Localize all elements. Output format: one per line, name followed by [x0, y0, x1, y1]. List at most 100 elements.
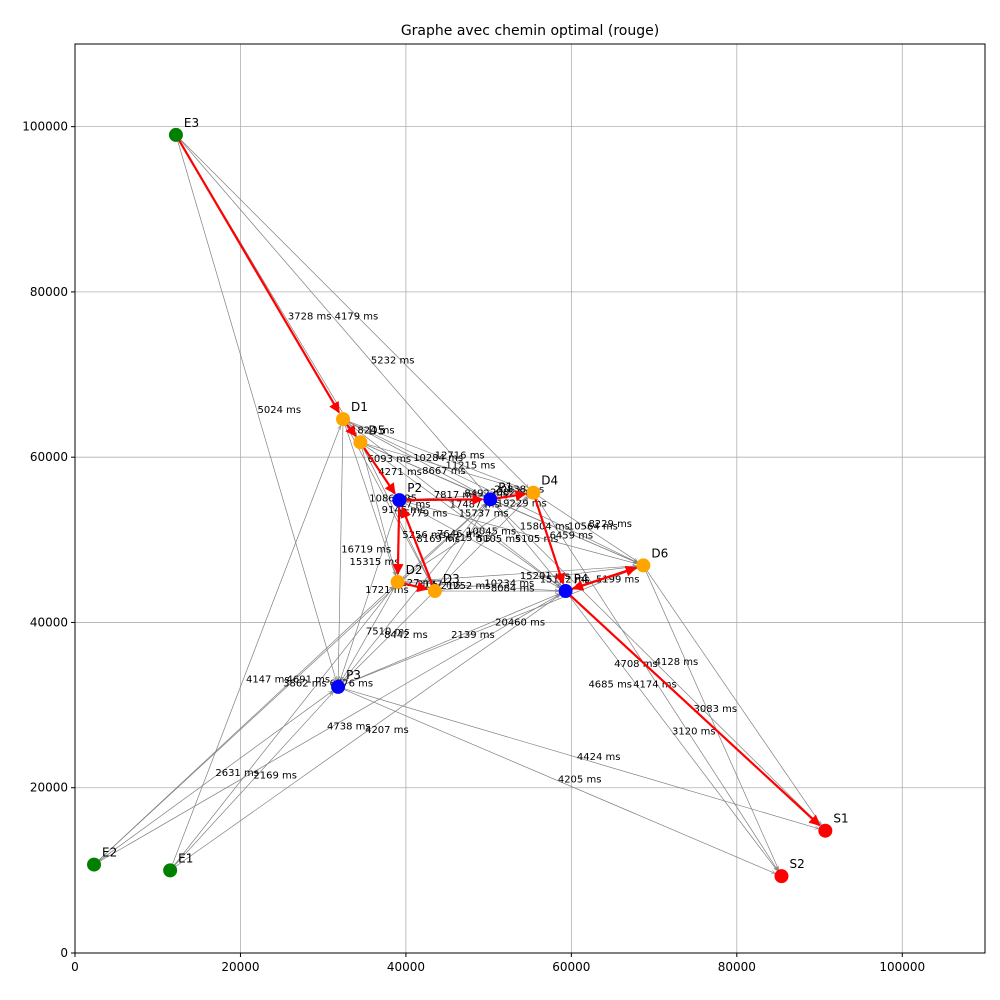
edge-weight-label: 10564 ms	[568, 522, 618, 533]
edge-weight-label: 8667 ms	[422, 466, 466, 477]
edge-weight-label: 21252 ms	[440, 581, 490, 592]
edge-weight-label: 2169 ms	[253, 770, 297, 781]
edge-D1-D6	[342, 418, 637, 563]
edge-D2-D4	[397, 497, 528, 583]
y-tick-label: 60000	[30, 450, 68, 464]
edge-E3-P3	[175, 134, 336, 680]
edge-weight-label: 15201 ms	[520, 571, 570, 582]
plot-frame	[74, 43, 986, 954]
optimal-path-segment	[399, 493, 484, 505]
optimal-path-segment	[174, 134, 340, 414]
node-D5	[353, 435, 368, 450]
y-tick-label: 20000	[30, 781, 68, 795]
node-D3	[427, 584, 442, 599]
edge-weight-label: 4174 ms	[633, 679, 677, 690]
node-label: D3	[443, 572, 460, 586]
edge-E1-D2	[169, 587, 393, 871]
optimal-path-segment	[392, 500, 404, 576]
edge-weight-label: 3862 ms	[283, 679, 327, 690]
edge-weight-label: 6715 ms	[447, 533, 491, 544]
node-label: D6	[651, 546, 668, 560]
edge-weight-label: 15315 ms	[349, 557, 399, 568]
node-D4	[526, 485, 541, 500]
edge-P3-D6	[337, 568, 637, 688]
node-P1	[483, 492, 498, 507]
edge-D5-D4	[360, 441, 526, 490]
node-label: P1	[498, 480, 513, 494]
edge-label-layer: 3728 ms 4179 ms 5232 ms 5024 ms 1824 ms 6093…	[215, 312, 737, 786]
edge-weight-label: 8229 ms	[588, 519, 632, 530]
y-tick-label: 0	[60, 946, 68, 960]
edge-E2-P3	[93, 691, 332, 865]
edge-D2-P1	[397, 504, 485, 583]
node-label: E3	[184, 116, 199, 130]
edge-weight-label: 10234 ms	[484, 579, 534, 590]
edge-P2-P3	[340, 500, 400, 680]
edge-weight-label: 10284 ms	[413, 453, 463, 464]
edge-weight-label: 10045 ms	[466, 527, 516, 538]
edge-weight-label: 4685 ms	[588, 679, 632, 690]
x-tick-label: 60000	[552, 960, 590, 974]
x-tick-label: 80000	[718, 960, 756, 974]
edge-weight-label: 5105 ms	[515, 534, 559, 545]
edge-weight-label: 7510 ms	[366, 627, 410, 638]
optimal-path-segment	[532, 492, 566, 585]
y-tick-label: 40000	[30, 615, 68, 629]
edge-weight-label: 5199 ms	[596, 574, 640, 585]
edge-weight-label: 5105 ms	[477, 534, 521, 545]
edge-weight-label: 5024 ms	[258, 405, 302, 416]
edge-E2-P1	[93, 504, 485, 865]
edge-D3-P1	[434, 505, 487, 592]
edge-weight-label: 7646 ms	[437, 529, 481, 540]
node-label: P2	[407, 481, 422, 495]
node-label: P4	[574, 572, 589, 586]
edge-weight-label: 8084 ms	[491, 584, 535, 595]
edge-weight-label: 15737 ms	[459, 508, 509, 519]
edge-weight-label: 3728 ms 4179 ms	[288, 312, 378, 323]
edge-weight-label: 4128 ms	[655, 657, 699, 668]
edge-P1-D6	[490, 499, 637, 563]
edge-D2-D6	[397, 566, 637, 583]
edge-E3-P1	[175, 134, 486, 494]
edge-weight-label: 12716 ms	[435, 451, 485, 462]
node-S1	[818, 823, 833, 838]
edge-D5-P4	[360, 442, 559, 587]
edge-weight-label: 3120 ms	[672, 727, 716, 738]
edge-D1-D2	[342, 419, 395, 575]
edge-weight-label: 20838 ms	[494, 484, 544, 495]
node-D2	[390, 574, 405, 589]
x-tick-label: 20000	[221, 960, 259, 974]
optimal-path-segment	[572, 564, 644, 591]
edge-P3-S2	[337, 686, 775, 874]
edge-weight-label: 20460 ms	[495, 617, 545, 628]
edge-weight-label: 4147 ms	[246, 674, 290, 685]
edge-weight-label: 2139 ms	[451, 630, 495, 641]
edge-weight-label: 8169 ms	[416, 534, 460, 545]
node-E1	[163, 863, 178, 878]
edge-weight-label: 4424 ms	[577, 752, 621, 763]
node-label: D2	[406, 563, 423, 577]
edge-weight-label: 6459 ms	[550, 531, 594, 542]
edge-weight-label: 6776 ms	[330, 679, 374, 690]
edge-weight-label: 5232 ms	[371, 355, 415, 366]
node-label: S1	[833, 812, 848, 826]
edge-weight-label: 4271 ms	[378, 467, 422, 478]
edge-D1-D4	[342, 418, 527, 490]
edge-weight-label: 4738 ms	[327, 722, 371, 733]
edge-D4-D6	[533, 492, 637, 562]
node-label: D4	[541, 474, 558, 488]
edge-E1-D1	[169, 426, 340, 871]
edge-E1-P4	[169, 595, 560, 871]
x-tick-label: 0	[71, 960, 79, 974]
edge-weight-label: 1086 ms	[369, 494, 413, 505]
edge-weight-label: 16719 ms	[341, 545, 391, 556]
y-tick-label: 80000	[30, 285, 68, 299]
node-D6	[636, 558, 651, 573]
edge-weight-label: 4207 ms	[365, 725, 409, 736]
edge-E3-D4	[175, 134, 528, 488]
node-E2	[87, 857, 102, 872]
x-tick-label: 40000	[387, 960, 425, 974]
edge-P4-S2	[565, 590, 778, 871]
edge-weight-label: 6093 ms	[368, 454, 412, 465]
